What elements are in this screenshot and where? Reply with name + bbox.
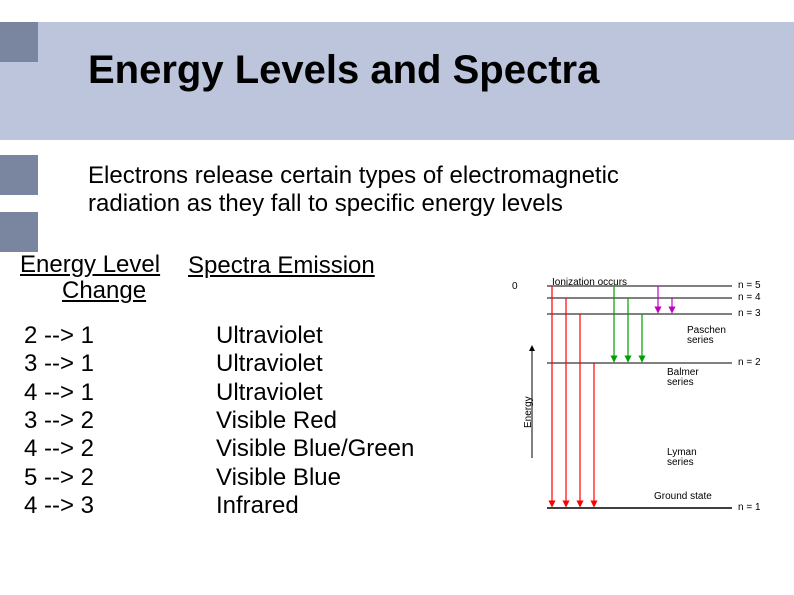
diagram-label: Ground state bbox=[654, 492, 712, 502]
transition-row: 4 --> 1 bbox=[24, 379, 94, 407]
transitions-column: 2 --> 13 --> 14 --> 13 --> 24 --> 25 -->… bbox=[24, 322, 94, 520]
col1-header: Energy Level Change bbox=[20, 252, 160, 305]
transition-row: 4 --> 2 bbox=[24, 435, 94, 463]
diagram-label: n = 5 bbox=[738, 281, 761, 291]
decor-bar-2 bbox=[0, 155, 38, 195]
energy-level-diagram: n = 5 n = 4 n = 3 n = 2 n = 1 0 Ionization occ… bbox=[492, 268, 782, 528]
transition-row: 4 --> 3 bbox=[24, 492, 94, 520]
col1-header-line1: Energy Level bbox=[20, 252, 160, 278]
series-label: Balmerseries bbox=[667, 368, 727, 388]
emission-row: Ultraviolet bbox=[216, 350, 414, 378]
emission-row: Infrared bbox=[216, 492, 414, 520]
diagram-label: Energy bbox=[524, 396, 534, 428]
diagram-label: Ionization occurs bbox=[552, 278, 627, 288]
emission-row: Visible Blue/Green bbox=[216, 435, 414, 463]
decor-bar-3 bbox=[0, 212, 38, 252]
col1-header-line2: Change bbox=[20, 278, 160, 304]
transition-row: 3 --> 1 bbox=[24, 350, 94, 378]
transition-row: 5 --> 2 bbox=[24, 464, 94, 492]
diagram-label: n = 3 bbox=[738, 309, 761, 319]
diagram-label: 0 bbox=[512, 282, 518, 292]
series-label: Paschenseries bbox=[687, 326, 747, 346]
intro-text: Electrons release certain types of elect… bbox=[88, 162, 698, 217]
diagram-label: n = 2 bbox=[738, 358, 761, 368]
transition-row: 2 --> 1 bbox=[24, 322, 94, 350]
series-label: Lymanseries bbox=[667, 448, 727, 468]
col2-header: Spectra Emission bbox=[188, 252, 375, 280]
transition-row: 3 --> 2 bbox=[24, 407, 94, 435]
page-title: Energy Levels and Spectra bbox=[88, 48, 599, 93]
emission-row: Visible Blue bbox=[216, 464, 414, 492]
diagram-label: n = 1 bbox=[738, 503, 761, 513]
emission-row: Ultraviolet bbox=[216, 379, 414, 407]
decor-bar-1 bbox=[0, 22, 38, 62]
emissions-column: UltravioletUltravioletUltravioletVisible… bbox=[216, 322, 414, 520]
diagram-label: n = 4 bbox=[738, 293, 761, 303]
emission-row: Visible Red bbox=[216, 407, 414, 435]
emission-row: Ultraviolet bbox=[216, 322, 414, 350]
